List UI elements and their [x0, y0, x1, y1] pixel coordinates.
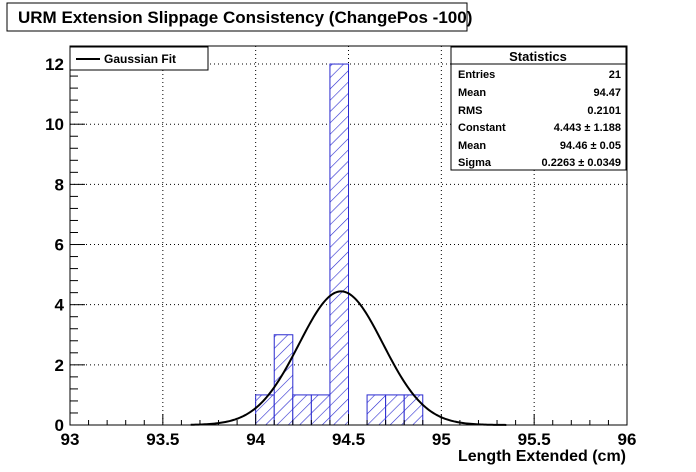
histogram-bar: [403, 394, 424, 426]
stats-value-mean: 94.47: [593, 87, 621, 99]
legend-box: [69, 46, 209, 71]
stats-title: Statistics: [509, 49, 567, 64]
x-tick-label: 96: [618, 430, 637, 449]
statistics-box: Statistics Entries 21 Mean 94.47 RMS 0.2…: [450, 46, 627, 171]
stats-value-sigma: 0.2263 ± 0.0349: [542, 157, 621, 169]
legend: Gaussian Fit: [69, 46, 209, 71]
x-tick-label: 93.5: [146, 430, 179, 449]
stats-label-rms: RMS: [458, 105, 482, 117]
x-tick-label: 95: [432, 430, 451, 449]
stats-label-entries: Entries: [458, 69, 495, 81]
histogram-bar: [273, 334, 294, 426]
axis-ticks: [69, 51, 628, 426]
stats-label-mean: Mean: [458, 87, 486, 99]
histogram-bar: [329, 63, 349, 426]
axis-tick-labels: 93 93.5 94 94.5 95 95.5 96 0 2 4 6 8 10 12: [45, 55, 636, 449]
stats-label-sigma: Sigma: [458, 157, 492, 169]
stats-label-fit-mean: Mean: [458, 140, 486, 152]
x-tick-label: 95.5: [518, 430, 551, 449]
y-tick-label: 4: [55, 296, 65, 315]
y-tick-label: 0: [55, 416, 64, 435]
x-tick-label: 94: [246, 430, 265, 449]
stats-value-constant: 4.443 ± 1.188: [554, 122, 621, 134]
histogram-bar: [385, 394, 405, 426]
stats-value-rms: 0.2101: [587, 105, 621, 117]
stats-value-entries: 21: [609, 69, 621, 81]
histogram-bar: [310, 394, 331, 426]
y-tick-label: 8: [55, 175, 64, 194]
title-box: [6, 2, 468, 32]
histogram-bar: [366, 394, 387, 426]
legend-label: Gaussian Fit: [104, 52, 176, 66]
stats-label-constant: Constant: [458, 122, 506, 134]
x-axis-title: Length Extended (cm): [458, 448, 626, 465]
histogram-bars: [255, 63, 424, 426]
y-tick-label: 6: [55, 236, 64, 255]
y-tick-label: 2: [55, 356, 64, 375]
stats-value-fit-mean: 94.46 ± 0.05: [560, 140, 621, 152]
gaussian-fit-curve: [190, 290, 507, 426]
x-tick-label: 94.5: [332, 430, 365, 449]
chart-title: URM Extension Slippage Consistency (Chan…: [18, 8, 472, 27]
histogram-bar: [292, 394, 312, 426]
y-tick-label: 10: [45, 115, 64, 134]
stats-panel: [450, 46, 627, 171]
y-tick-label: 12: [45, 55, 64, 74]
x-tick-label: 93: [61, 430, 80, 449]
